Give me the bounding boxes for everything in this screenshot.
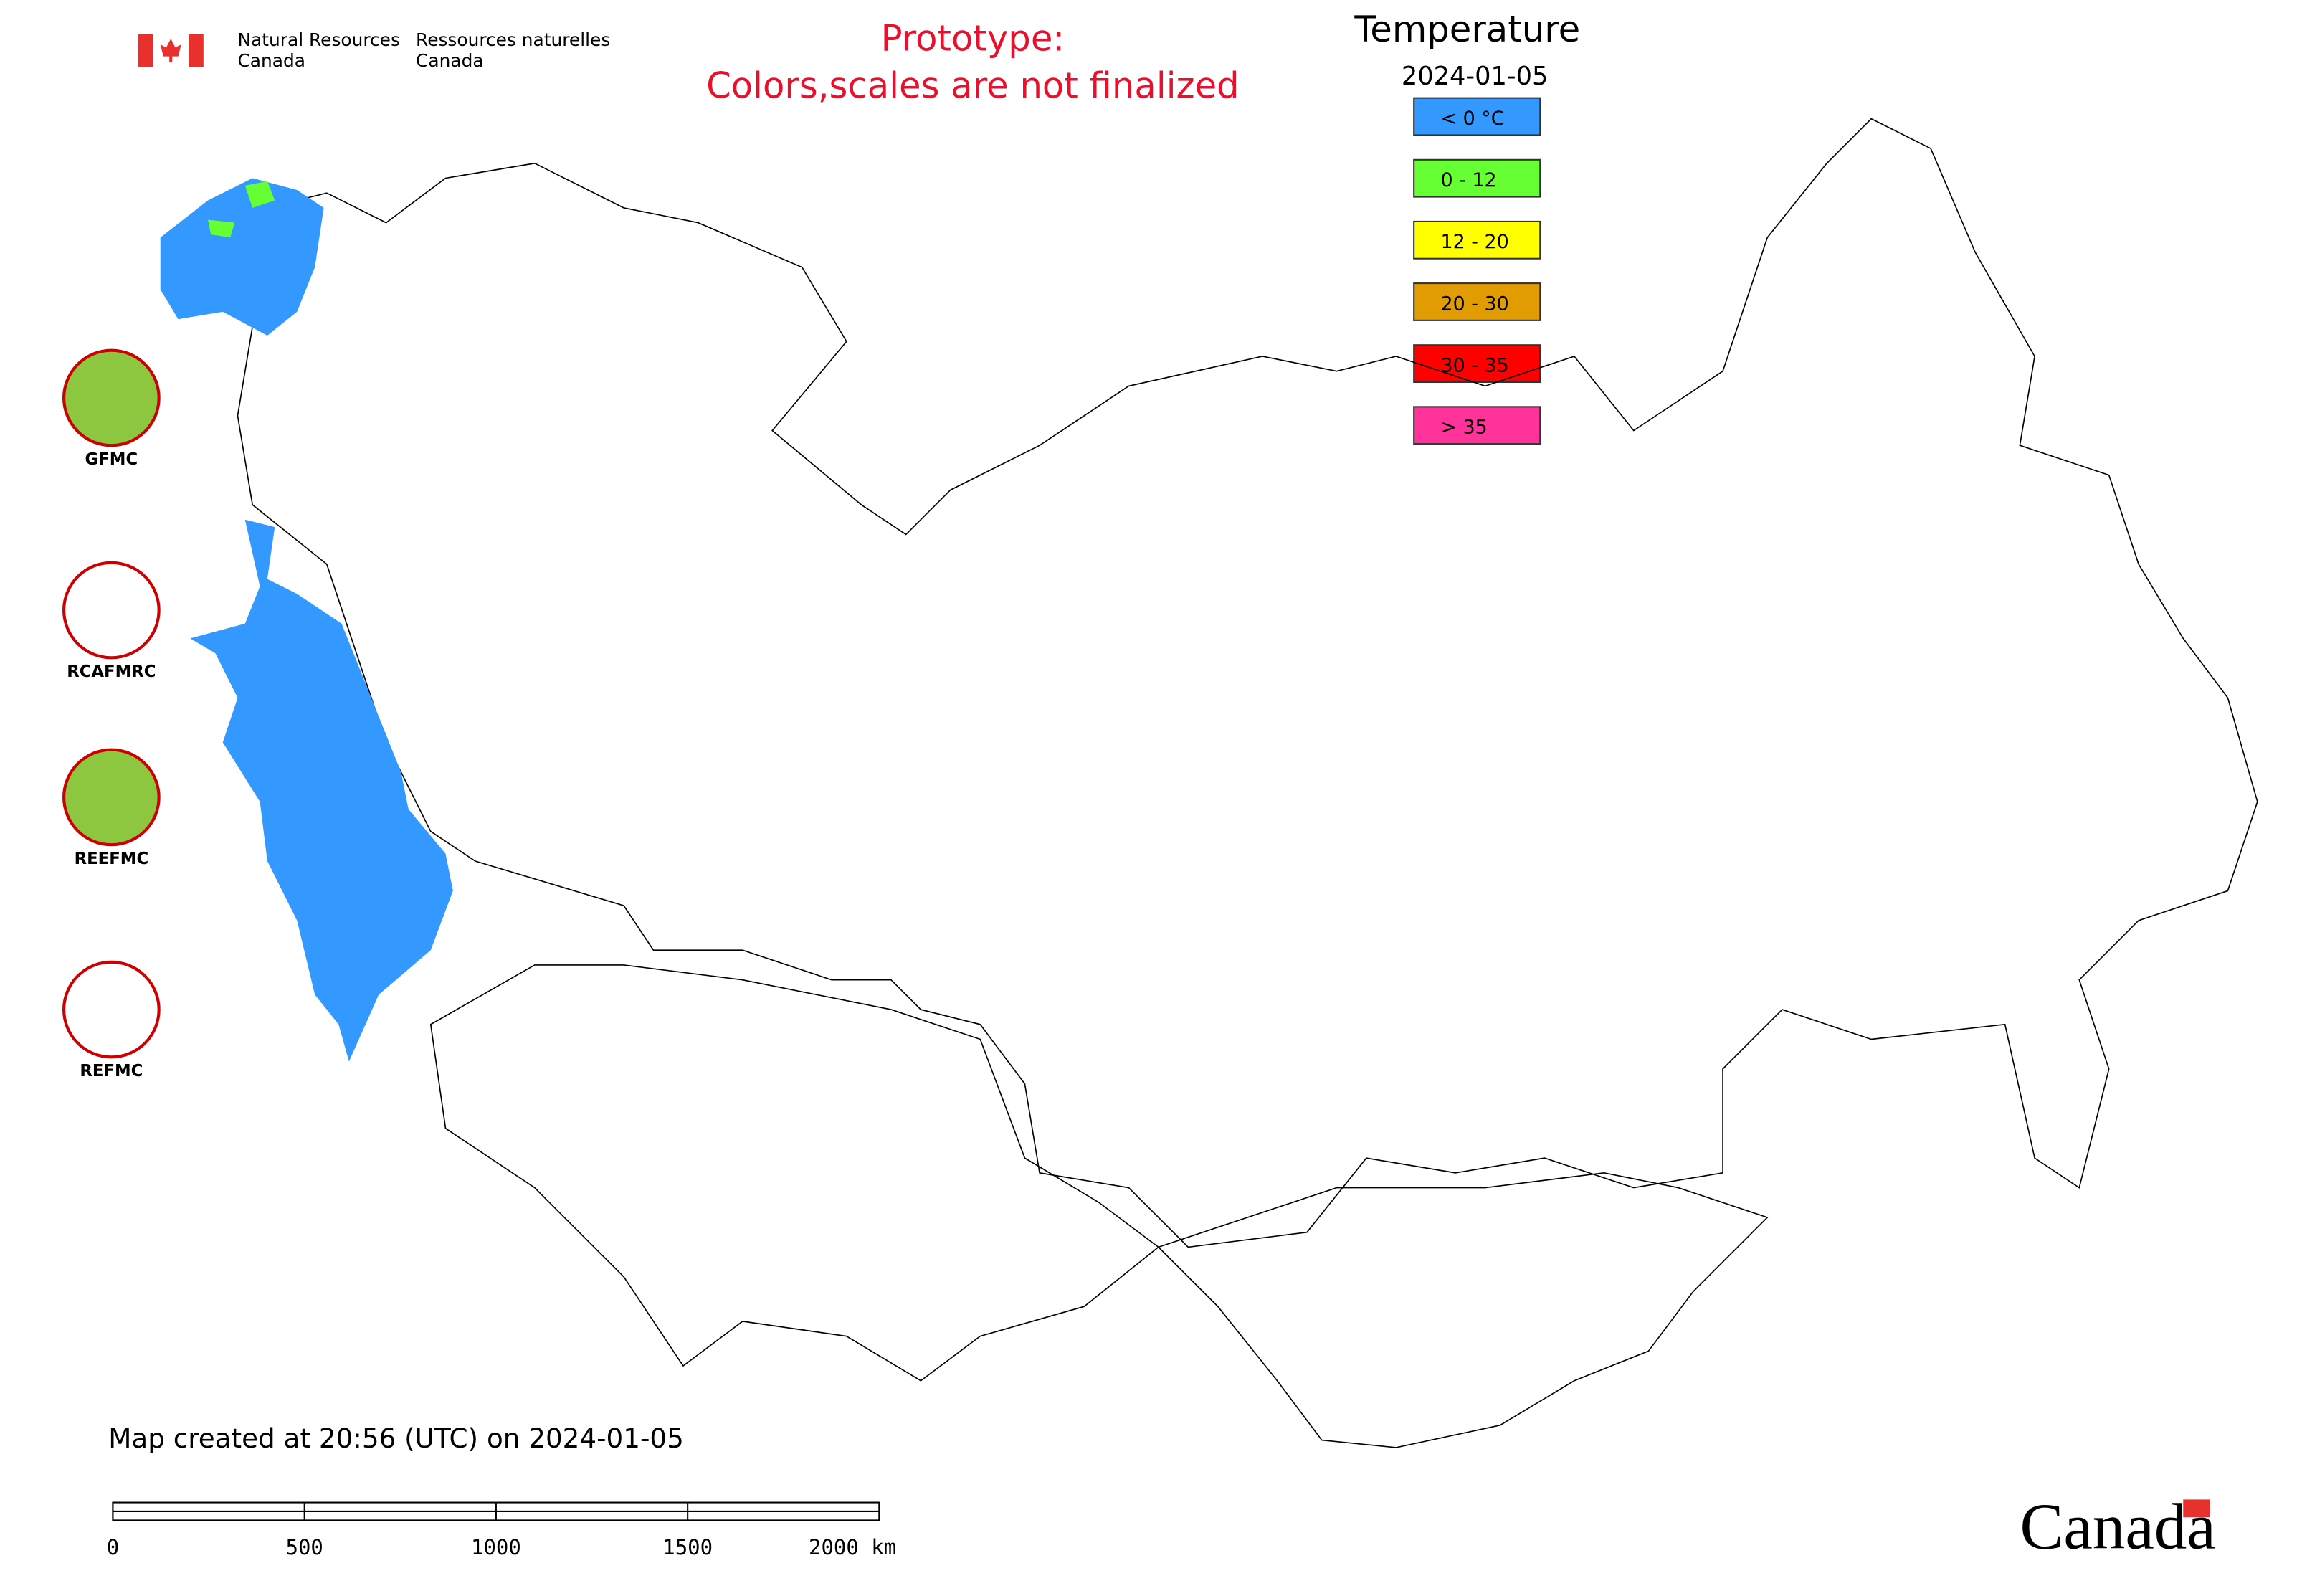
logo-emblem — [62, 348, 161, 447]
legend-swatch — [1413, 220, 1541, 260]
legend-label: > 35 — [1440, 417, 1487, 439]
legend-title: Temperature — [1354, 9, 1580, 50]
scale-label: 500 — [285, 1535, 323, 1559]
note: Colors,scales are not finalized — [706, 65, 1240, 107]
wordmark-flag — [2183, 1499, 2210, 1518]
legend-swatch — [1413, 406, 1541, 445]
dept-fr: Ressources naturelles — [416, 29, 610, 50]
logo-label: REEFMC — [75, 850, 149, 868]
legend-label: 0 - 12 — [1440, 169, 1496, 191]
legend-swatch — [1413, 344, 1541, 384]
region-outline — [429, 964, 1160, 1382]
logo-label: GFMC — [85, 450, 138, 469]
logo-emblem — [62, 561, 161, 660]
partner-logos: GFMC RCAFMRC REEFMC REFMC — [62, 348, 161, 1080]
legend-label: < 0 °C — [1440, 108, 1504, 130]
region-outline — [1157, 1172, 1769, 1448]
legend-label: 20 - 30 — [1440, 293, 1508, 315]
dept-fr: Canada — [416, 50, 484, 71]
legend-label: 30 - 35 — [1440, 355, 1508, 377]
logo-label: REFMC — [80, 1062, 143, 1080]
mild-area — [208, 181, 275, 238]
region-outline — [237, 118, 2258, 1248]
legend-swatch — [1413, 158, 1541, 198]
legend-label: 12 - 20 — [1440, 231, 1508, 253]
goc-signature: Natural Resources Canada Ressources natu… — [138, 29, 610, 71]
scale-label: 1500 — [662, 1535, 713, 1559]
legend-swatch — [1413, 97, 1541, 136]
footer: Map created at 20:56 (UTC) on 2024-01-05 — [108, 1422, 684, 1454]
cold-area — [190, 519, 453, 1062]
legend-date: 2024-01-05 — [1402, 62, 1549, 91]
logo-emblem — [62, 748, 161, 847]
scale-label: 2000 km — [809, 1535, 896, 1559]
cold-area — [160, 178, 324, 336]
scale-label: 0 — [107, 1535, 119, 1559]
legend-swatch — [1413, 282, 1541, 321]
scale-bar: 0 500 1000 1500 2000 km — [107, 1501, 896, 1559]
dept-en: Natural Resources — [237, 29, 399, 50]
map — [160, 118, 2258, 1448]
legend: < 0 °C 0 - 12 12 - 20 20 - 30 30 - 35 > 35 — [1413, 97, 1541, 445]
note: Prototype: — [881, 17, 1065, 59]
dept-en: Canada — [237, 50, 305, 71]
scale-label: 1000 — [471, 1535, 521, 1559]
logo-label: RCAFMRC — [67, 662, 156, 681]
logo-emblem — [62, 960, 161, 1059]
